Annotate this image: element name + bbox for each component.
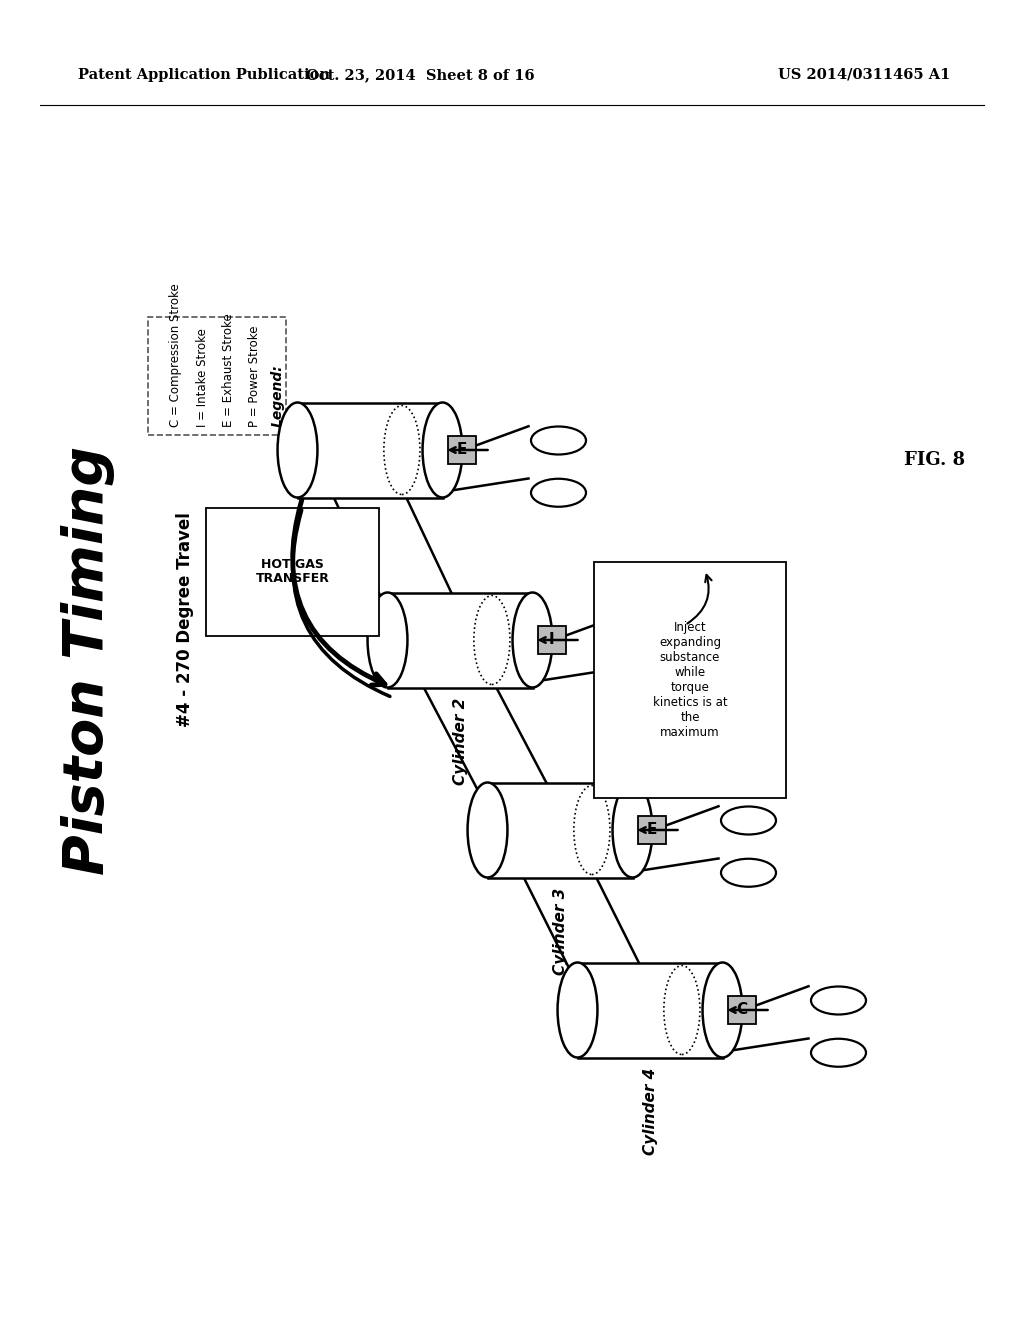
Ellipse shape [557, 962, 597, 1057]
Text: E: E [646, 822, 656, 837]
FancyArrowPatch shape [293, 500, 385, 685]
Ellipse shape [811, 986, 866, 1015]
Ellipse shape [278, 403, 317, 498]
Ellipse shape [573, 785, 610, 874]
FancyBboxPatch shape [148, 317, 286, 436]
Ellipse shape [721, 859, 776, 887]
Text: FIG. 8: FIG. 8 [904, 451, 965, 469]
Ellipse shape [368, 593, 408, 688]
Text: Inject
expanding
substance
while
torque
kinetics is at
the
maximum: Inject expanding substance while torque … [652, 620, 727, 739]
FancyBboxPatch shape [538, 626, 565, 653]
Text: Cylinder 3: Cylinder 3 [553, 887, 567, 974]
Text: #4 - 270 Degree Travel: #4 - 270 Degree Travel [176, 512, 194, 727]
Ellipse shape [423, 403, 463, 498]
Text: Piston Timing: Piston Timing [61, 445, 115, 875]
Ellipse shape [513, 593, 553, 688]
Text: E = Exhaust Stroke: E = Exhaust Stroke [221, 313, 234, 426]
Bar [487, 783, 633, 878]
Ellipse shape [612, 783, 652, 878]
Bar [387, 593, 532, 688]
Ellipse shape [384, 405, 420, 495]
Text: C: C [736, 1002, 748, 1018]
Ellipse shape [664, 965, 700, 1055]
Text: US 2014/0311465 A1: US 2014/0311465 A1 [777, 69, 950, 82]
FancyBboxPatch shape [727, 997, 756, 1024]
Ellipse shape [721, 807, 776, 834]
Bar [298, 403, 442, 498]
Ellipse shape [531, 479, 586, 507]
Text: C = Compression Stroke: C = Compression Stroke [170, 284, 182, 426]
Text: Cylinder 4: Cylinder 4 [642, 1068, 657, 1155]
Ellipse shape [811, 1039, 866, 1067]
Ellipse shape [474, 595, 510, 685]
Text: I = Intake Stroke: I = Intake Stroke [196, 329, 209, 426]
Text: Cylinder 2: Cylinder 2 [453, 697, 468, 785]
Text: Patent Application Publication: Patent Application Publication [78, 69, 330, 82]
Ellipse shape [621, 669, 676, 697]
FancyBboxPatch shape [638, 816, 666, 843]
Text: Oct. 23, 2014  Sheet 8 of 16: Oct. 23, 2014 Sheet 8 of 16 [306, 69, 535, 82]
Text: Legend:: Legend: [271, 364, 285, 426]
FancyBboxPatch shape [447, 436, 475, 465]
Text: P = Power Stroke: P = Power Stroke [248, 326, 260, 426]
FancyArrowPatch shape [687, 576, 712, 623]
Bar [578, 962, 723, 1057]
FancyArrowPatch shape [293, 510, 390, 697]
Ellipse shape [531, 426, 586, 454]
Text: Cylinder 1: Cylinder 1 [362, 507, 378, 595]
Ellipse shape [468, 783, 508, 878]
Text: I: I [549, 632, 554, 648]
Text: E: E [457, 442, 467, 458]
Text: HOT GAS
TRANSFER: HOT GAS TRANSFER [256, 557, 330, 586]
Ellipse shape [702, 962, 742, 1057]
Ellipse shape [621, 616, 676, 644]
